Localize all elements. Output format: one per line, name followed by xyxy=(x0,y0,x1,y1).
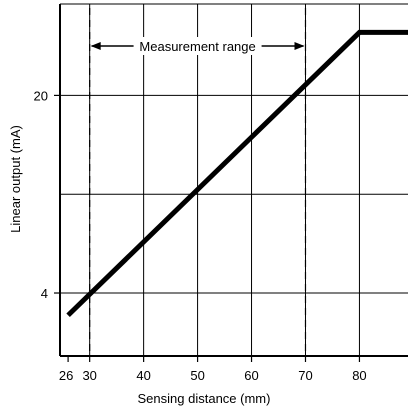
y-tick-labels: 4 20 xyxy=(34,88,48,301)
x-tick-labels: 26 30 40 50 60 70 80 xyxy=(59,368,367,383)
x-tick-label-80: 80 xyxy=(352,368,366,383)
series-line-0 xyxy=(66,29,408,318)
measurement-range-annotation: Measurement range xyxy=(90,37,305,55)
annotation-left-arrowhead xyxy=(90,42,101,50)
x-tick-label-40: 40 xyxy=(136,368,150,383)
x-tick-label-26: 26 xyxy=(59,368,73,383)
annotation-label-background xyxy=(129,37,266,55)
annotation-right-arrowhead xyxy=(294,42,305,50)
plot-frame xyxy=(54,3,408,362)
y-tick-label-20: 20 xyxy=(34,88,48,103)
x-tick-label-60: 60 xyxy=(244,368,258,383)
x-tick-label-50: 50 xyxy=(190,368,204,383)
x-tick-label-30: 30 xyxy=(82,368,96,383)
measurement-range-lines xyxy=(89,8,307,356)
x-axis-label: Sensing distance (mm) xyxy=(138,391,271,406)
measurement-range-label: Measurement range xyxy=(139,39,255,54)
x-tick-label-70: 70 xyxy=(298,368,312,383)
y-axis-label: Linear output (mA) xyxy=(8,125,23,233)
series-group xyxy=(66,29,408,318)
grid xyxy=(60,4,408,356)
y-tick-label-4: 4 xyxy=(41,286,48,301)
